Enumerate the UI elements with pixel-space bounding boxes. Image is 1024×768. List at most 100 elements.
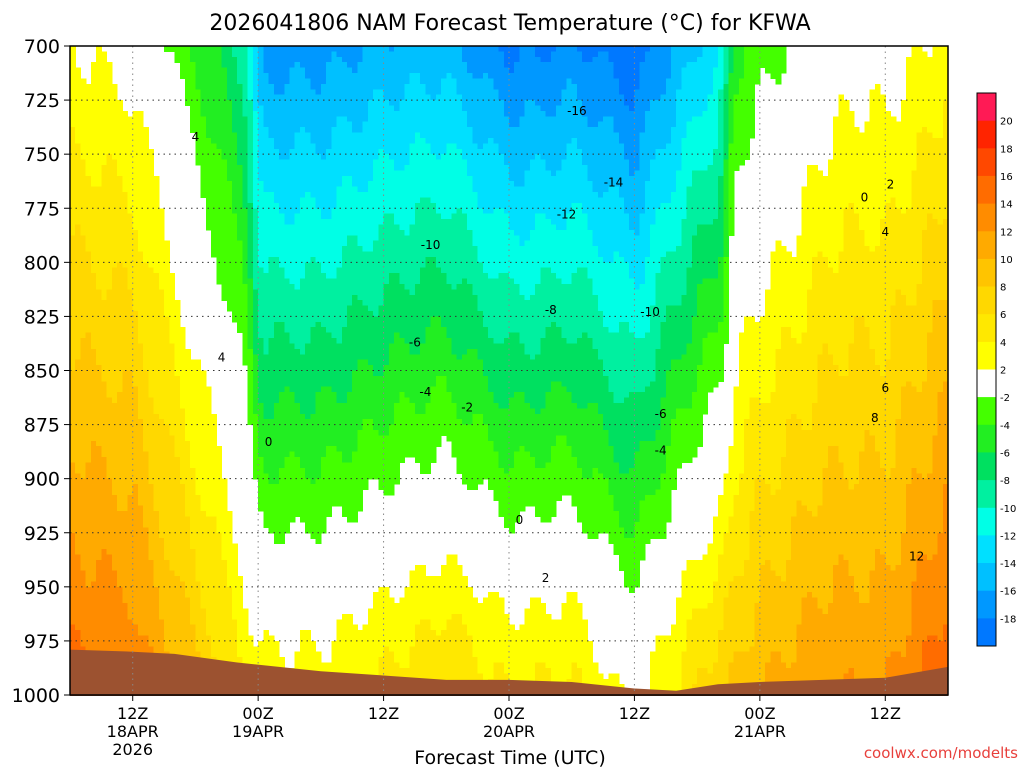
temperature-cell <box>205 165 212 171</box>
temperature-cell <box>242 62 249 69</box>
temperature-cell <box>237 224 243 231</box>
temperature-cell <box>169 478 176 485</box>
temperature-cell <box>247 213 254 220</box>
temperature-cell <box>158 397 165 404</box>
temperature-cell <box>200 408 207 415</box>
temperature-cell <box>263 354 270 361</box>
temperature-cell <box>90 89 97 96</box>
temperature-cell <box>331 327 338 334</box>
temperature-cell <box>106 256 113 263</box>
temperature-cell <box>294 240 301 247</box>
temperature-cell <box>174 316 181 323</box>
temperature-cell <box>174 435 181 442</box>
temperature-cell <box>90 78 97 85</box>
temperature-cell <box>90 359 97 366</box>
temperature-cell <box>80 375 87 382</box>
temperature-cell <box>294 511 301 518</box>
temperature-cell <box>326 348 332 355</box>
temperature-cell <box>174 635 181 642</box>
temperature-cell <box>158 570 165 577</box>
temperature-cell <box>268 51 275 58</box>
temperature-cell <box>174 457 181 463</box>
temperature-cell <box>326 159 332 166</box>
temperature-cell <box>143 359 149 366</box>
temperature-cell <box>195 100 202 107</box>
temperature-cell <box>85 381 92 388</box>
temperature-cell <box>132 559 139 566</box>
temperature-cell <box>237 105 243 112</box>
temperature-cell <box>326 505 332 512</box>
temperature-cell <box>179 635 186 642</box>
temperature-cell <box>122 262 129 269</box>
temperature-cell <box>169 435 176 442</box>
temperature-cell <box>96 521 102 528</box>
temperature-cell <box>252 392 259 399</box>
temperature-cell <box>80 202 87 209</box>
temperature-cell <box>284 494 291 501</box>
temperature-cell <box>284 516 291 523</box>
temperature-cell <box>211 440 217 447</box>
temperature-cell <box>252 473 259 480</box>
temperature-cell <box>221 251 228 258</box>
temperature-cell <box>117 527 123 534</box>
temperature-cell <box>252 467 259 474</box>
temperature-cell <box>252 370 259 377</box>
temperature-cell <box>200 154 207 161</box>
temperature-cell <box>127 624 134 631</box>
temperature-cell <box>90 121 97 128</box>
temperature-cell <box>127 619 134 626</box>
temperature-cell <box>143 343 149 350</box>
temperature-cell <box>205 430 212 436</box>
temperature-cell <box>127 500 134 507</box>
temperature-cell <box>70 538 76 545</box>
temperature-cell <box>90 451 97 458</box>
temperature-cell <box>200 430 207 436</box>
temperature-cell <box>158 408 165 415</box>
temperature-cell <box>153 413 160 420</box>
temperature-cell <box>305 229 311 236</box>
temperature-cell <box>158 392 165 399</box>
temperature-cell <box>232 305 238 312</box>
temperature-cell <box>127 284 134 290</box>
temperature-cell <box>169 489 176 496</box>
temperature-cell <box>185 597 191 604</box>
temperature-cell <box>252 305 259 312</box>
temperature-cell <box>101 424 108 431</box>
temperature-cell <box>320 278 327 285</box>
temperature-cell <box>90 516 97 523</box>
temperature-cell <box>75 105 81 112</box>
temperature-cell <box>315 651 322 658</box>
temperature-cell <box>331 462 338 469</box>
temperature-cell <box>247 83 254 90</box>
temperature-cell <box>153 381 160 388</box>
temperature-cell <box>320 338 327 345</box>
temperature-cell <box>310 94 317 101</box>
temperature-cell <box>242 46 249 52</box>
temperature-cell <box>143 527 149 534</box>
temperature-cell <box>111 246 118 253</box>
temperature-cell <box>305 527 311 534</box>
temperature-cell <box>211 630 217 637</box>
temperature-cell <box>132 538 139 545</box>
temperature-cell <box>106 267 113 274</box>
temperature-cell <box>226 559 233 566</box>
temperature-cell <box>164 348 170 355</box>
temperature-cell <box>85 219 92 226</box>
temperature-cell <box>179 440 186 447</box>
temperature-cell <box>158 332 165 339</box>
temperature-cell <box>75 576 81 582</box>
temperature-cell <box>174 354 181 361</box>
temperature-cell <box>310 392 317 399</box>
temperature-cell <box>127 256 134 263</box>
temperature-cell <box>111 549 118 555</box>
temperature-cell <box>164 440 170 447</box>
temperature-cell <box>226 116 233 123</box>
temperature-cell <box>106 289 113 296</box>
temperature-cell <box>127 116 134 123</box>
temperature-cell <box>190 640 196 647</box>
temperature-cell <box>211 56 217 63</box>
temperature-cell <box>174 403 181 409</box>
temperature-cell <box>289 457 296 463</box>
temperature-cell <box>96 181 102 188</box>
temperature-cell <box>247 413 254 420</box>
